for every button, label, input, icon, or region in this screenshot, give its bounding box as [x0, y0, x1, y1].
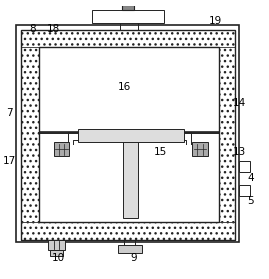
Bar — [219, 47, 235, 222]
Bar — [22, 222, 235, 240]
Text: 14: 14 — [232, 98, 246, 109]
Text: 7: 7 — [6, 108, 12, 118]
Text: 16: 16 — [118, 83, 131, 92]
Bar — [16, 25, 239, 242]
Text: 9: 9 — [130, 253, 137, 263]
Bar — [77, 129, 184, 142]
Bar — [239, 161, 250, 172]
Text: 13: 13 — [232, 146, 246, 157]
Bar — [22, 47, 39, 222]
Text: 17: 17 — [2, 156, 16, 166]
Bar — [22, 30, 235, 240]
Bar — [48, 240, 65, 250]
Text: 15: 15 — [154, 146, 167, 157]
Text: 8: 8 — [29, 24, 36, 34]
Bar — [39, 47, 219, 222]
Text: 18: 18 — [47, 24, 60, 34]
Bar — [92, 9, 164, 23]
Bar — [122, 5, 134, 9]
Bar — [54, 143, 69, 156]
Bar — [50, 250, 63, 256]
Bar — [22, 30, 235, 47]
Text: 4: 4 — [248, 173, 254, 183]
Bar — [118, 246, 141, 253]
Text: 5: 5 — [248, 196, 254, 206]
Bar — [123, 138, 137, 218]
Bar — [239, 185, 250, 196]
Text: 10: 10 — [52, 253, 65, 263]
Text: 19: 19 — [208, 16, 222, 26]
Bar — [192, 143, 208, 156]
